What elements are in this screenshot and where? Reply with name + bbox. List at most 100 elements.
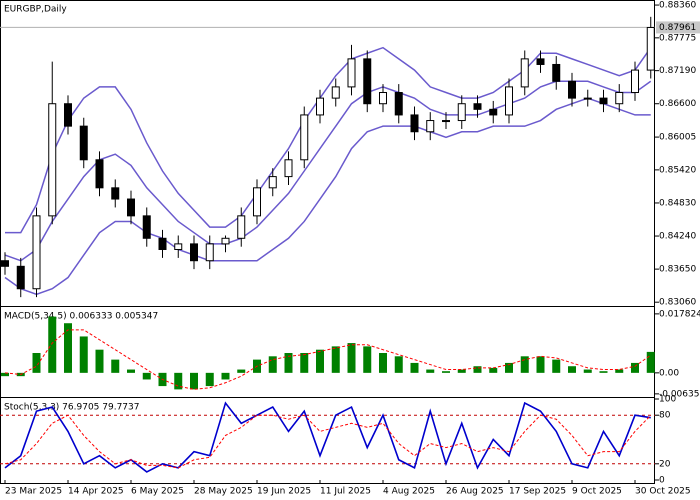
macd-bar — [599, 371, 608, 373]
macd-bar — [473, 366, 482, 373]
macd-bar — [568, 366, 576, 373]
candle-body — [95, 159, 104, 189]
candle-body — [300, 114, 309, 161]
stoch-line — [4, 401, 651, 473]
candle-body — [599, 97, 608, 105]
macd-bar — [536, 356, 545, 373]
y-tick-label: 0.86600 — [659, 99, 696, 109]
macd-bar — [190, 372, 198, 390]
last-price-label: 0.87961 — [659, 23, 696, 33]
candle-body — [1, 260, 9, 267]
candle-body — [347, 58, 356, 88]
candle-body — [79, 125, 88, 161]
candle-body — [174, 243, 183, 250]
macd-bar — [379, 352, 387, 373]
y-tick-label: 100 — [659, 395, 676, 405]
macd-bar — [48, 316, 57, 373]
candle-body — [284, 159, 293, 178]
y-tick-label: 0.88360 — [659, 1, 696, 11]
candle-body — [142, 215, 151, 239]
y-tick-label: 0.84830 — [659, 198, 696, 208]
macd-bar — [95, 349, 104, 373]
x-tick-label: 6 May 2025 — [131, 487, 184, 497]
x-tick-label: 26 Aug 2025 — [446, 487, 504, 497]
candle-body — [268, 176, 277, 189]
band-upper — [5, 46, 652, 234]
macd-bar — [64, 323, 72, 373]
candle-body — [331, 86, 340, 99]
macd-bar — [457, 369, 466, 373]
x-tick-label: 11 Jul 2025 — [320, 487, 371, 497]
macd-bar — [221, 372, 230, 380]
macd-bar — [410, 362, 419, 373]
candle-body — [48, 103, 57, 217]
signal-line — [4, 329, 652, 390]
macd-bar — [520, 356, 529, 373]
plot-frame — [0, 0, 655, 484]
y-tick-label: 80 — [659, 411, 671, 421]
macd-bar — [394, 356, 403, 373]
x-tick-label: 14 Apr 2025 — [68, 487, 124, 497]
candle-body — [158, 237, 167, 250]
band-middle — [4, 80, 652, 262]
macd-bar — [631, 362, 639, 373]
candle-body — [379, 92, 387, 105]
macd-bar — [347, 343, 356, 373]
stoch-line — [4, 414, 652, 469]
chart-title: EURGBP,Daily — [4, 5, 67, 15]
macd-bar — [552, 359, 561, 373]
macd-bar — [363, 346, 372, 373]
candle-body — [631, 69, 639, 94]
band-lower — [4, 97, 651, 296]
candle-body — [32, 215, 41, 290]
candle-body — [394, 92, 403, 116]
candle-body — [221, 237, 230, 245]
macd-bar — [205, 372, 214, 387]
y-tick-label: 0.00 — [659, 368, 679, 378]
y-tick-label: 0.87775 — [659, 33, 696, 43]
candle-body — [568, 80, 576, 99]
candle-body — [473, 103, 482, 110]
macd-bar — [489, 367, 498, 373]
x-tick-label: 4 Aug 2025 — [383, 487, 435, 497]
candle-body — [583, 97, 592, 100]
macd-bar — [331, 346, 340, 373]
x-tick-label: 17 Sep 2025 — [509, 487, 566, 497]
macd-bar — [142, 372, 151, 380]
candle-body — [426, 120, 435, 133]
macd-bar — [316, 349, 324, 373]
candle-body — [505, 86, 513, 116]
candle-body — [457, 103, 466, 122]
macd-bar — [1, 372, 9, 377]
candle-body — [442, 120, 450, 123]
y-tick-label: 0.86005 — [659, 133, 696, 143]
macd-bar — [615, 369, 624, 373]
y-tick-label: 0.84240 — [659, 232, 696, 242]
candle-body — [552, 63, 561, 82]
macd-bar — [505, 362, 513, 373]
macd-bar — [111, 359, 120, 373]
macd-bar — [426, 369, 435, 373]
macd-bar — [442, 371, 450, 373]
macd-title: MACD(5,34,5) 0.006333 0.005347 — [4, 312, 158, 322]
y-tick-label: 0.017824 — [659, 309, 700, 319]
macd-bar — [268, 356, 277, 373]
candle-body — [489, 108, 498, 116]
macd-bar — [32, 352, 41, 373]
candle-body — [237, 215, 246, 239]
candle-body — [111, 187, 120, 200]
macd-bar — [300, 352, 309, 373]
last-price-box — [656, 21, 700, 34]
x-tick-label: 9 Oct 2025 — [572, 487, 622, 497]
candle-body — [363, 58, 372, 105]
macd-bar — [646, 351, 655, 373]
x-tick-label: 28 May 2025 — [194, 487, 253, 497]
y-tick-label: 0 — [659, 476, 665, 486]
y-tick-label: 0.83060 — [659, 298, 696, 308]
candle-body — [16, 265, 25, 290]
y-tick-label: -0.006352 — [659, 389, 700, 399]
macd-bar — [127, 369, 135, 373]
candle-body — [536, 58, 545, 65]
candle-body — [205, 243, 214, 262]
x-tick-label: 19 Jun 2025 — [257, 487, 311, 497]
